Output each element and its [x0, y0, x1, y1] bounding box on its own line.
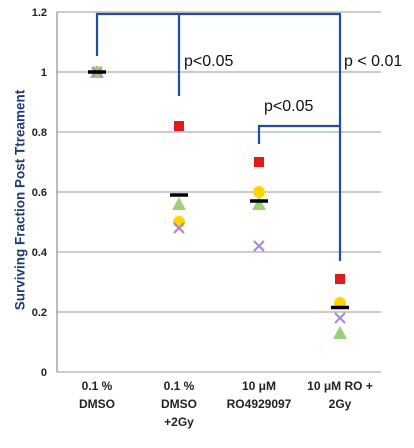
data-point-triangle	[252, 197, 266, 210]
x-tick-label: 0.1 %	[82, 379, 113, 393]
y-tick-label: 0.6	[32, 187, 47, 199]
data-point-circle	[173, 216, 185, 228]
y-tick-label: 0.4	[32, 247, 48, 259]
data-point-circle	[253, 186, 265, 198]
data-point-square	[254, 157, 264, 167]
data-point-square	[335, 274, 345, 284]
x-tick-label: DMSO	[161, 397, 197, 411]
data-point-x	[334, 312, 346, 324]
x-tick-label: 10 μM RO +	[307, 379, 373, 393]
data-point-triangle	[333, 326, 347, 339]
x-tick-label: 2Gy	[329, 397, 352, 411]
x-tick-label: DMSO	[79, 397, 115, 411]
p-value-label: p<0.05	[264, 98, 313, 115]
y-tick-label: 1	[41, 67, 47, 79]
x-tick-label: 10 μM	[242, 379, 276, 393]
p-value-label: p<0.05	[184, 53, 233, 70]
y-tick-label: 1.2	[32, 7, 47, 19]
data-point-x	[253, 240, 265, 252]
y-tick-label: 0.2	[32, 307, 47, 319]
x-tick-label: 0.1 %	[164, 379, 195, 393]
data-point-square	[174, 121, 184, 131]
x-tick-label: +2Gy	[164, 415, 194, 429]
data-point-x	[173, 222, 185, 234]
significance-bracket	[257, 124, 340, 144]
x-tick-label: RO4929097	[227, 397, 292, 411]
data-point-triangle	[172, 197, 186, 210]
p-value-label: p < 0.01	[344, 53, 402, 70]
y-tick-label: 0	[41, 367, 47, 379]
y-tick-label: 0.8	[32, 127, 47, 139]
significance-bracket	[95, 12, 342, 261]
